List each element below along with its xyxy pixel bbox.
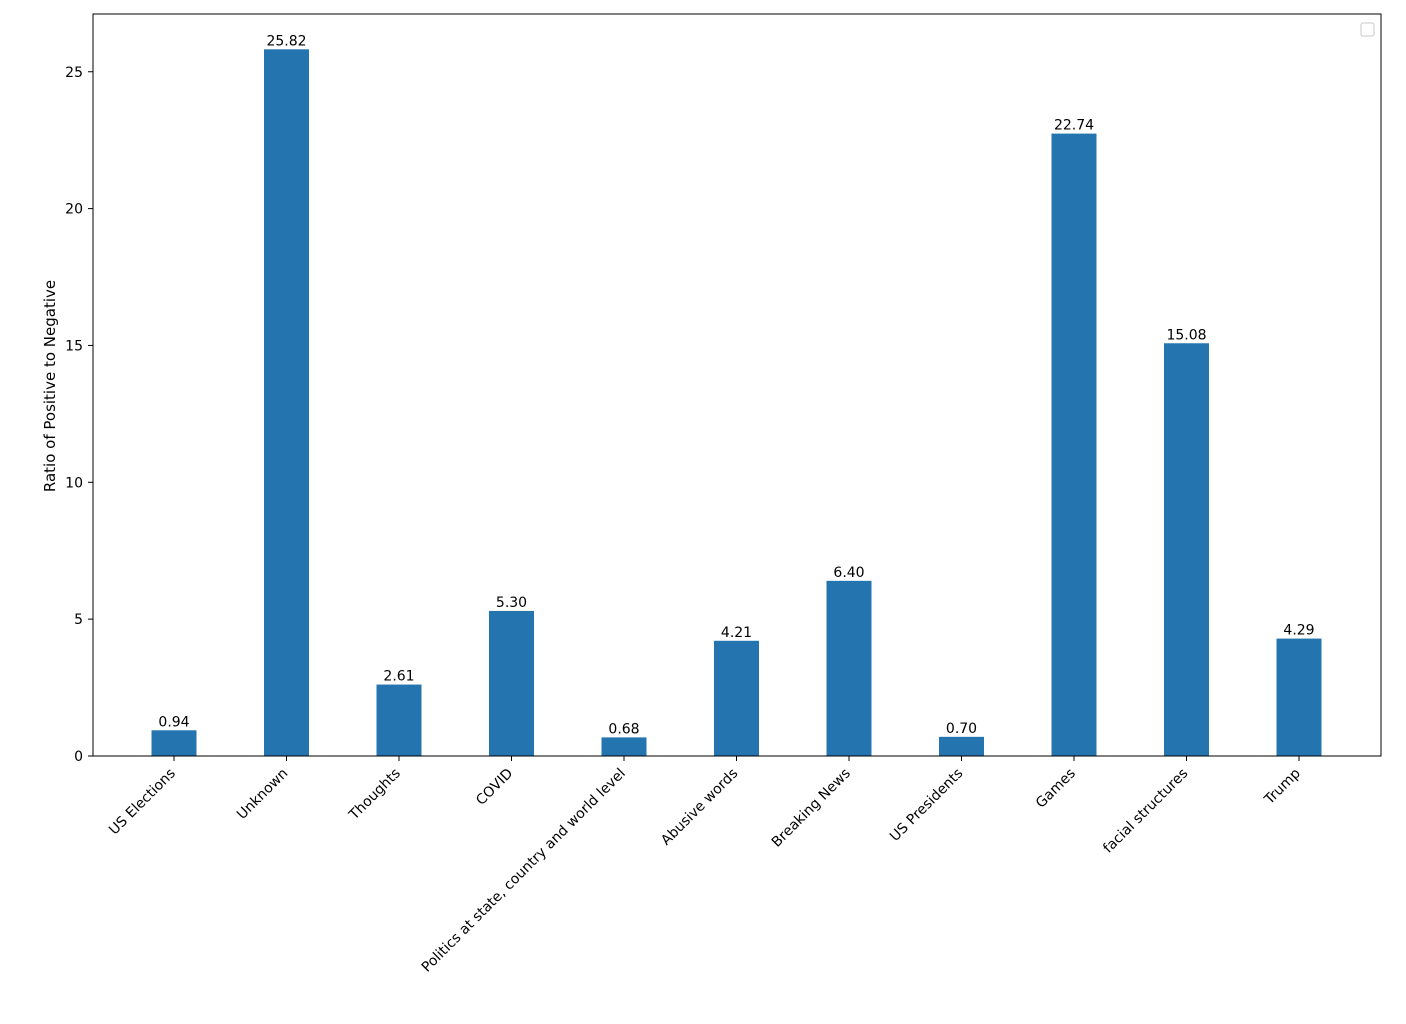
x-tick-label: Unknown [234, 766, 291, 823]
bar [714, 640, 759, 756]
x-tick-label: Trump [1261, 765, 1304, 808]
x-tick-label: Thoughts [346, 766, 404, 824]
bar-value-label: 0.94 [158, 714, 189, 730]
bar [1164, 343, 1209, 756]
bar-value-label: 2.61 [383, 669, 414, 685]
bar-value-label: 0.70 [946, 721, 977, 737]
bar [826, 580, 872, 756]
bar-value-label: 4.21 [721, 625, 752, 641]
x-axis-ticks: US Elections Unknown Thoughts COVIDPolitics… [106, 756, 1304, 976]
bar-value-label: 6.40 [833, 565, 864, 581]
bar [601, 737, 647, 756]
bar [264, 49, 309, 757]
x-tick-label: Breaking News [769, 766, 854, 851]
bar-value-label: 22.74 [1054, 118, 1094, 134]
y-axis-label: Ratio of Positive to Negative [41, 280, 59, 492]
bars-group: 0.94 25.82 2.61 5.30 0.68 4.21 6.40 0.70 22.74 15… [151, 33, 1322, 757]
plot-area-frame [92, 13, 1382, 757]
x-tick-label: US Presidents [887, 766, 966, 845]
x-tick-label: COVID [473, 766, 516, 809]
legend-box [1360, 22, 1375, 37]
bar-value-label: 5.30 [496, 595, 527, 611]
bar [489, 610, 534, 756]
x-tick-label: Games [1033, 766, 1079, 812]
bar [939, 736, 984, 756]
y-tick-label: 15 [65, 338, 83, 354]
y-tick-label: 10 [65, 475, 83, 491]
bar [376, 684, 422, 756]
bar [1051, 133, 1097, 756]
x-tick-label: facial structures [1100, 766, 1191, 857]
bar-value-label: 4.29 [1283, 623, 1314, 639]
bar-value-label: 15.08 [1166, 327, 1206, 343]
y-tick-label: 20 [65, 202, 83, 218]
bar-value-label: 25.82 [266, 33, 306, 49]
y-tick-label: 0 [74, 749, 83, 765]
y-axis-ticks: 0 5 10 15 20 25 [65, 65, 93, 765]
x-tick-label: Politics at state, country and world lev… [419, 766, 629, 976]
y-tick-label: 25 [65, 65, 83, 81]
bar-value-label: 0.68 [608, 721, 639, 737]
x-tick-label: Abusive words [658, 766, 741, 849]
bar [151, 730, 197, 756]
bar [1276, 638, 1322, 756]
x-tick-label: US Elections [106, 766, 179, 839]
y-tick-label: 5 [74, 612, 83, 628]
